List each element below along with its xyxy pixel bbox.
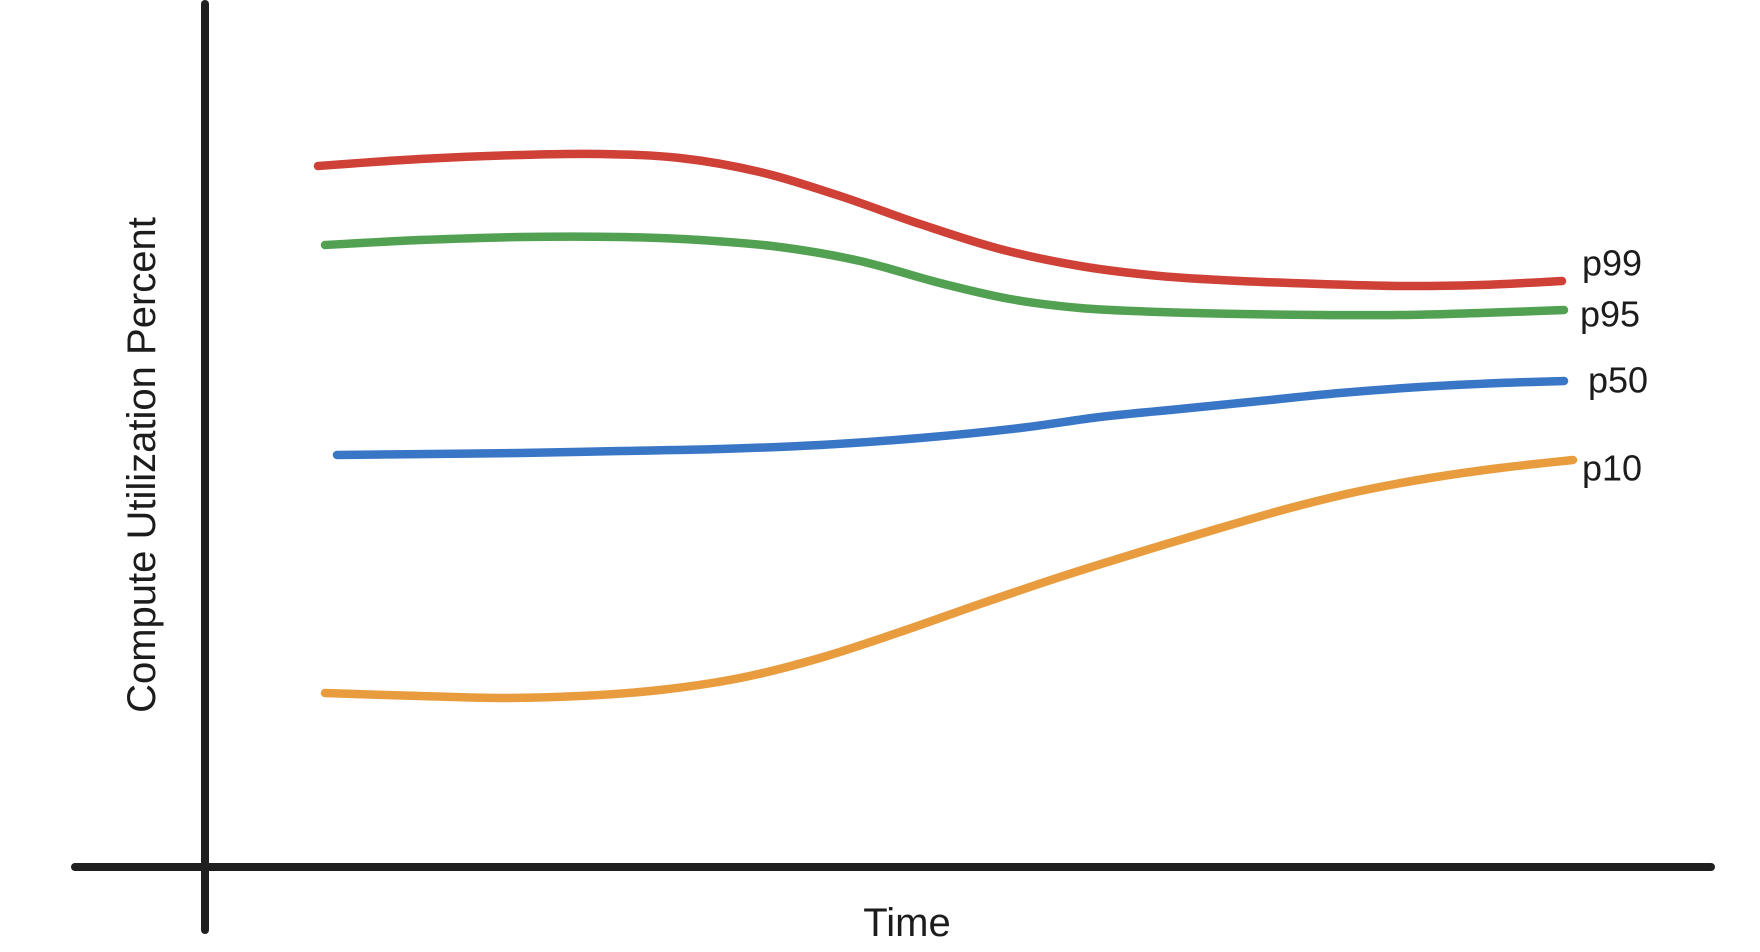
series-lines — [313, 149, 1578, 703]
series-line-p10 — [320, 455, 1578, 703]
series-labels: p99 p95 p50 p10 — [1580, 243, 1648, 489]
series-line-p99 — [313, 149, 1567, 291]
series-line-p95 — [320, 232, 1569, 320]
series-label-p10: p10 — [1582, 448, 1642, 489]
y-axis-title: Compute Utilization Percent — [120, 217, 164, 713]
series-label-p50: p50 — [1588, 360, 1648, 401]
series-line-p50 — [332, 376, 1569, 460]
series-label-p99: p99 — [1582, 243, 1642, 284]
series-label-p95: p95 — [1580, 294, 1640, 335]
x-axis-title: Time — [863, 901, 950, 945]
